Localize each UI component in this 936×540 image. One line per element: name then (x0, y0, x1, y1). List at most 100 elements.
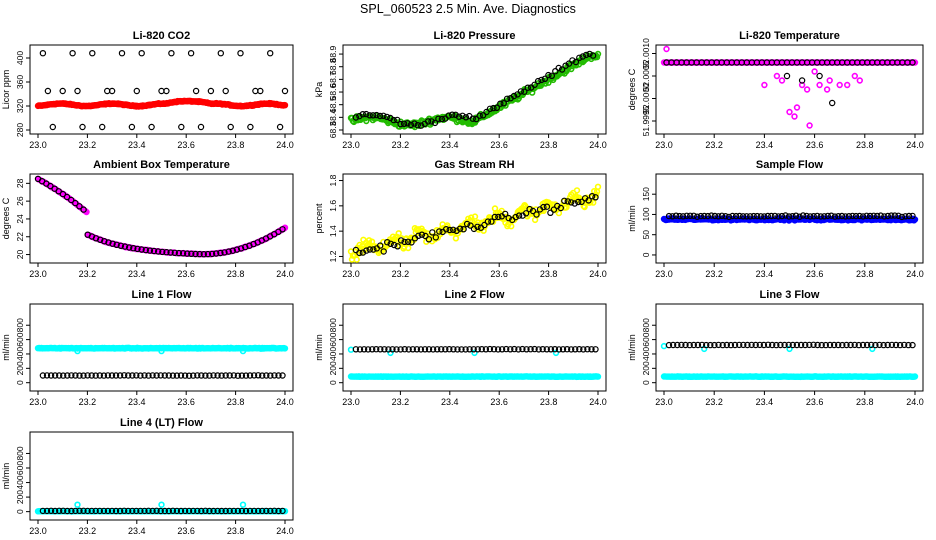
rh-point (405, 244, 412, 252)
sampleflow-point (739, 213, 747, 220)
line1-point (84, 372, 91, 379)
pressure-point (397, 120, 404, 128)
temp820-ytick-label: 52.0000 (641, 83, 651, 114)
line1-point (104, 372, 112, 379)
line2-point (389, 346, 396, 353)
sampleflow-point (778, 212, 786, 220)
line1-point (68, 372, 75, 379)
line2-point (373, 346, 380, 353)
line2-point (446, 346, 453, 353)
sampleflow-point (725, 213, 733, 221)
line2-point (474, 346, 481, 353)
sampleflow-point (796, 213, 803, 220)
line4-point (116, 507, 124, 515)
line3-ytick-label: 400 (641, 347, 651, 361)
boxtemp-point (167, 249, 174, 256)
boxtemp-series-0 (34, 175, 289, 258)
co2-point (79, 123, 86, 131)
co2-series-0 (34, 97, 289, 110)
rh-point (384, 238, 391, 246)
sampleflow-point (902, 213, 909, 220)
temp820-xtick-label: 23.8 (856, 140, 874, 150)
line3-point (786, 345, 793, 353)
line1-point (222, 372, 229, 379)
rh-point (474, 223, 481, 230)
temp820-xtick-label: 23.0 (655, 140, 673, 150)
sampleflow-point (856, 212, 863, 220)
line2-xtick-label: 24.0 (589, 397, 607, 407)
line3-point (901, 341, 908, 349)
line1-point (210, 372, 217, 379)
co2-point (222, 87, 229, 95)
rh-point (446, 226, 453, 234)
line4-point (242, 507, 250, 515)
line4-point (250, 507, 258, 515)
pressure-point (414, 121, 421, 129)
line1-point (165, 372, 172, 379)
line2-point (592, 346, 599, 353)
sampleflow-point (775, 213, 782, 220)
sampleflow-point (842, 213, 849, 220)
rh-point (432, 234, 439, 241)
boxtemp-point (208, 250, 216, 258)
boxtemp-point (121, 243, 129, 250)
line4-point (275, 507, 282, 515)
sampleflow-point (722, 212, 729, 220)
line2-xtick-label: 23.0 (342, 397, 360, 407)
pressure-ytick-label: 68.5 (328, 96, 338, 113)
pressure-ylabel: kPa (314, 82, 324, 98)
line3-point (876, 341, 883, 349)
line1-point (88, 372, 95, 379)
pressure-point (531, 81, 538, 89)
pressure-point (589, 52, 597, 59)
line4-ytick-label: 800 (15, 446, 25, 460)
rh-point (512, 213, 519, 221)
sampleflow-point (888, 212, 895, 219)
line2-point (417, 346, 425, 353)
line4-xtick-label: 24.0 (276, 526, 294, 536)
pressure-point (583, 51, 590, 59)
line3-point (703, 341, 710, 349)
temp820-point (843, 81, 851, 89)
pressure-point (424, 118, 432, 125)
temp820-point (811, 68, 818, 75)
boxtemp-point (80, 206, 87, 213)
line3-point (731, 341, 739, 349)
co2-point (44, 87, 52, 95)
pressure-point (579, 53, 587, 60)
pressure-point (534, 77, 542, 85)
line4-point (145, 507, 152, 514)
line3-xtick-label: 23.8 (856, 397, 874, 407)
pressure-ytick-label: 68.8 (328, 58, 338, 75)
line3-point (888, 341, 896, 349)
line2-point (377, 346, 384, 353)
rh-xtick-label: 23.6 (490, 269, 508, 279)
line3-point (814, 341, 821, 349)
temp820-point (826, 77, 833, 84)
rh-point (594, 183, 602, 191)
temp820-ytick-label: 51.9995 (641, 105, 651, 136)
boxtemp-xtick-label: 23.2 (79, 269, 97, 279)
line2-point (588, 346, 595, 353)
pressure-point (373, 111, 380, 119)
rh-point (356, 249, 363, 257)
line1-xtick-label: 23.6 (177, 397, 195, 407)
boxtemp-xtick-label: 23.4 (128, 269, 146, 279)
line4-point (267, 507, 274, 515)
line3-point (806, 341, 813, 349)
pressure-frame (342, 44, 607, 135)
co2-point (281, 87, 289, 95)
pressure-point (545, 79, 552, 86)
line2-point (385, 346, 392, 353)
line1-point (60, 372, 67, 379)
boxtemp-point (175, 249, 183, 257)
line1-series-1 (39, 372, 286, 379)
line4-point (39, 507, 47, 515)
temp820-point (803, 86, 811, 93)
pressure-point (586, 50, 593, 58)
rh-point (540, 207, 547, 215)
co2-point (192, 87, 200, 95)
line3-point (715, 341, 722, 349)
line4-ytick-label: 600 (15, 461, 25, 475)
line1-point (76, 372, 83, 379)
